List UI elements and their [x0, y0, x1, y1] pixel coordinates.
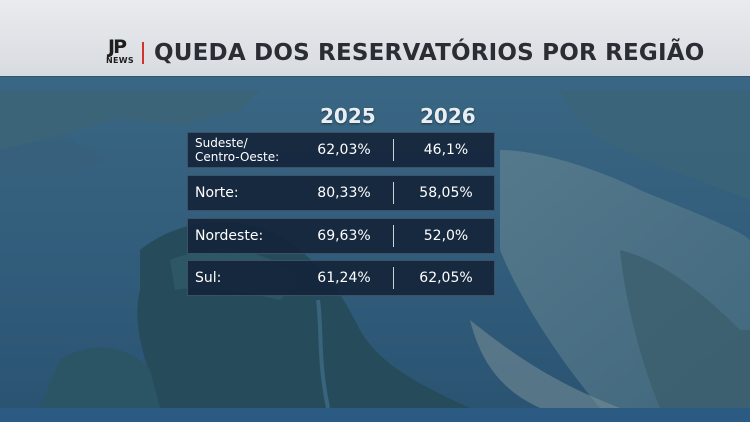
jp-news-logo: JP NEWS [104, 38, 138, 68]
row-divider [393, 182, 394, 204]
column-header-2026: 2026 [420, 104, 476, 128]
table-row-sul: Sul: 61,24% 62,05% [187, 260, 495, 296]
row-divider [393, 225, 394, 247]
table-row-nordeste: Nordeste: 69,63% 52,0% [187, 218, 495, 254]
row-value-2025: 62,03% [317, 142, 371, 158]
row-divider [393, 267, 394, 289]
row-value-2025: 69,63% [317, 228, 371, 244]
column-header-2025: 2025 [320, 104, 376, 128]
row-divider [393, 139, 394, 161]
page-title: QUEDA DOS RESERVATÓRIOS POR REGIÃO [154, 40, 705, 66]
row-value-2026: 52,0% [423, 228, 469, 244]
title-divider [142, 42, 144, 64]
row-label: Norte: [195, 185, 239, 201]
row-value-2026: 46,1% [423, 142, 469, 158]
bottom-bar [0, 408, 750, 422]
row-label: Sul: [195, 270, 222, 286]
logo-mark: JP [108, 36, 127, 58]
table-row-norte: Norte: 80,33% 58,05% [187, 175, 495, 211]
logo-sub: NEWS [106, 56, 134, 65]
row-label: Nordeste: [195, 228, 264, 244]
row-value-2025: 80,33% [317, 185, 371, 201]
table-row-sudeste-centro-oeste: Sudeste/ Centro-Oeste: 62,03% 46,1% [187, 132, 495, 168]
row-value-2025: 61,24% [317, 270, 371, 286]
row-value-2026: 62,05% [419, 270, 473, 286]
title-banner: JP NEWS QUEDA DOS RESERVATÓRIOS POR REGI… [0, 0, 750, 76]
row-label: Sudeste/ Centro-Oeste: [195, 136, 280, 164]
row-value-2026: 58,05% [419, 185, 473, 201]
